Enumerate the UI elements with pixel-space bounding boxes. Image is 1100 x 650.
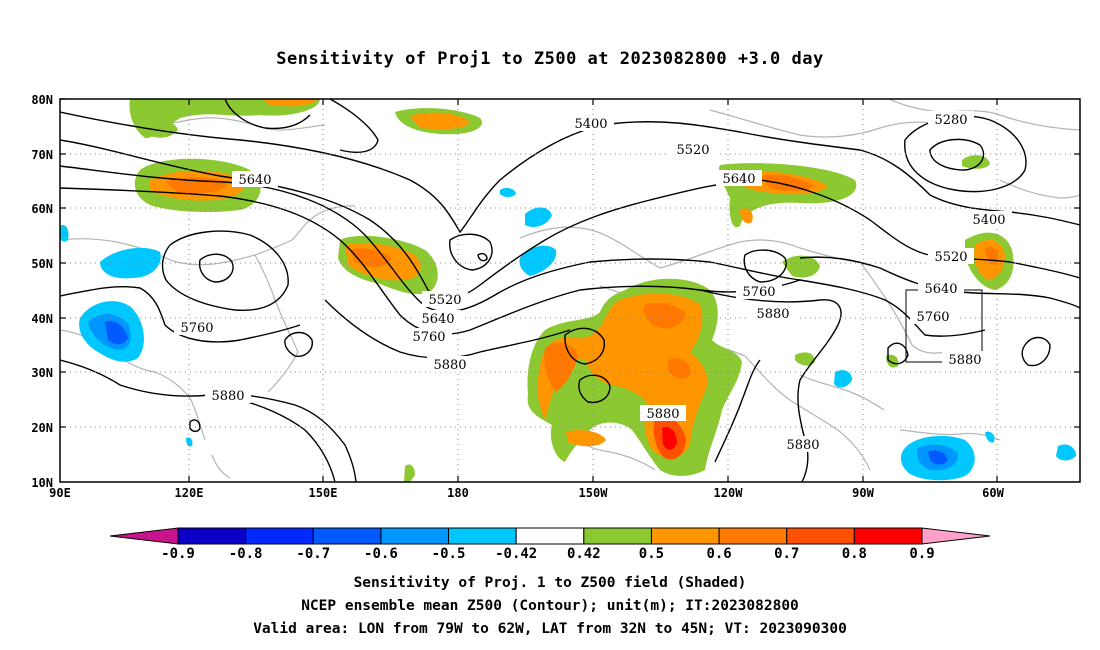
contour-label: 5760 (180, 321, 213, 336)
axis-ticks (60, 98, 1080, 482)
colorbar-label: 0.9 (909, 546, 934, 562)
lat-label: 10N (31, 476, 53, 490)
lon-label: 120E (175, 486, 204, 500)
lat-label: 80N (31, 93, 53, 107)
colorbar-label: 0.6 (706, 546, 731, 562)
colorbar-label: -0.7 (296, 546, 330, 562)
contour-label: 5760 (742, 285, 775, 300)
contour-label: 5640 (421, 312, 454, 327)
contour-label: 5520 (676, 143, 709, 158)
contour-label: 5880 (646, 407, 679, 422)
longitude-labels: 90E 120E 150E 180 150W 120W 90W 60W (49, 486, 1004, 500)
contour-label: 5640 (722, 172, 755, 187)
colorbar-label: -0.6 (364, 546, 398, 562)
lon-label: 150W (579, 486, 609, 500)
captions: Sensitivity of Proj. 1 to Z500 field (Sh… (0, 572, 1100, 641)
map-title: Sensitivity of Proj1 to Z500 at 20230828… (276, 49, 824, 69)
lat-label: 30N (31, 366, 53, 380)
lon-label: 120W (714, 486, 744, 500)
colorbar-label: 0.42 (567, 546, 601, 562)
graticule (60, 99, 1080, 482)
colorbar-cell (177, 527, 247, 545)
colorbar-cell (245, 527, 314, 545)
lat-label: 50N (31, 257, 53, 271)
lat-label: 60N (31, 202, 53, 216)
colorbar-label: -0.9 (161, 546, 195, 562)
contour-label: 5880 (211, 389, 244, 404)
lon-label: 150E (309, 486, 338, 500)
contour-label: 5280 (934, 113, 967, 128)
contour-label: 5880 (756, 307, 789, 322)
contour-label: 5520 (428, 293, 461, 308)
colorbar-cell (448, 527, 517, 545)
colorbar-label: 0.5 (639, 546, 664, 562)
contour-label: 5760 (916, 310, 949, 325)
contour-label: 5400 (972, 213, 1005, 228)
colorbar-cell (718, 527, 788, 545)
lon-label: 60W (982, 486, 1004, 500)
colorbar-cell (515, 527, 585, 545)
colorbar: -0.9 -0.8 -0.7 -0.6 -0.5 -0.42 0.42 0.5 0.6 0.7 0.… (109, 527, 991, 562)
colorbar-label: 0.7 (774, 546, 799, 562)
colorbar-low-arrow (109, 527, 179, 545)
colorbar-cell (786, 527, 855, 545)
contour-label: 5640 (238, 173, 271, 188)
contour-label: 5880 (786, 438, 819, 453)
contour-label: 5880 (948, 353, 981, 368)
lat-label: 40N (31, 312, 53, 326)
lat-label: 20N (31, 421, 53, 435)
colorbar-cell (380, 527, 450, 545)
colorbar-label: -0.5 (432, 546, 466, 562)
latitude-labels: 80N 70N 60N 50N 40N 30N 20N 10N (31, 93, 53, 490)
colorbar-cell (650, 527, 720, 545)
colorbar-label: 0.8 (842, 546, 867, 562)
lat-label: 70N (31, 148, 53, 162)
lon-label: 90E (49, 486, 71, 500)
colorbar-label: -0.42 (495, 546, 537, 562)
contour-labels: 5280 5400 5400 5520 5520 5520 5640 5640 … (174, 111, 1012, 453)
contour-label: 5640 (924, 282, 957, 297)
lon-label: 90W (852, 486, 874, 500)
contour-label: 5520 (934, 250, 967, 265)
contour-label: 5880 (433, 358, 466, 373)
contour-label: 5760 (412, 330, 445, 345)
contour-label: 5400 (574, 117, 607, 132)
colorbar-high-arrow (921, 527, 991, 545)
colorbar-label: -0.8 (229, 546, 263, 562)
caption-contour: NCEP ensemble mean Z500 (Contour); unit(… (301, 598, 799, 614)
lon-label: 180 (447, 486, 469, 500)
colorbar-cell (312, 527, 382, 545)
colorbar-cell (853, 527, 923, 545)
map-frame (59, 98, 1081, 483)
caption-valid-area: Valid area: LON from 79W to 62W, LAT fro… (253, 621, 847, 637)
colorbar-cell (583, 527, 652, 545)
caption-shaded: Sensitivity of Proj. 1 to Z500 field (Sh… (353, 575, 747, 591)
